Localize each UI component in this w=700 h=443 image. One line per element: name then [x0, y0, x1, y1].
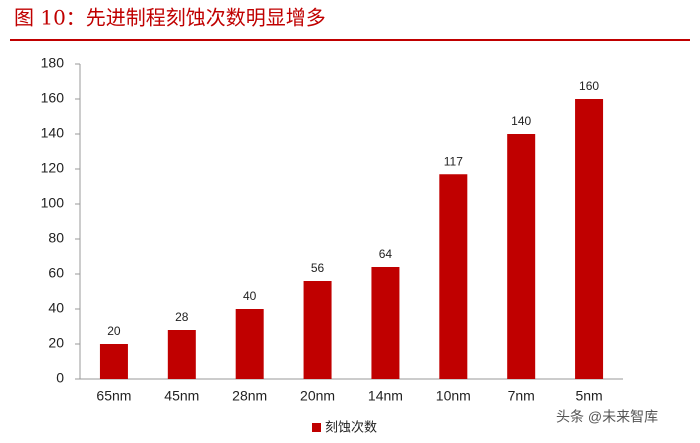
bar: [167, 330, 196, 379]
y-tick-label: 140: [41, 125, 65, 141]
watermark: 头条 @未来智库: [556, 409, 658, 425]
bar: [507, 134, 536, 379]
legend-swatch: [312, 423, 321, 432]
y-tick-label: 40: [48, 300, 64, 316]
x-tick-label: 28nm: [232, 388, 267, 404]
value-label: 160: [579, 79, 599, 93]
value-label: 28: [175, 310, 189, 324]
value-label: 117: [444, 154, 463, 168]
y-tick-label: 120: [41, 160, 65, 176]
y-tick-label: 100: [41, 195, 65, 211]
legend-label: 刻蚀次数: [325, 419, 377, 434]
x-tick-label: 7nm: [508, 388, 535, 404]
value-label: 140: [511, 114, 531, 128]
x-tick-label: 45nm: [164, 388, 199, 404]
y-tick-label: 80: [48, 230, 64, 246]
y-tick-label: 60: [48, 265, 64, 281]
x-tick-label: 20nm: [300, 388, 335, 404]
bar: [303, 281, 332, 379]
bar: [439, 174, 468, 379]
bar: [235, 309, 264, 379]
y-tick-label: 20: [48, 335, 64, 351]
x-tick-label: 14nm: [368, 388, 403, 404]
value-label: 56: [311, 261, 325, 275]
bar: [99, 344, 128, 379]
value-label: 64: [379, 247, 393, 261]
x-tick-label: 5nm: [575, 388, 602, 404]
y-tick-label: 0: [56, 370, 64, 386]
value-label: 40: [243, 289, 257, 303]
value-label: 20: [107, 324, 121, 338]
bar: [371, 267, 400, 379]
y-tick-label: 180: [41, 55, 65, 71]
chart-title: 图 10：先进制程刻蚀次数明显增多: [14, 6, 326, 30]
bar: [575, 99, 604, 379]
x-tick-label: 10nm: [436, 388, 471, 404]
y-tick-label: 160: [41, 90, 65, 106]
x-tick-label: 65nm: [96, 388, 131, 404]
